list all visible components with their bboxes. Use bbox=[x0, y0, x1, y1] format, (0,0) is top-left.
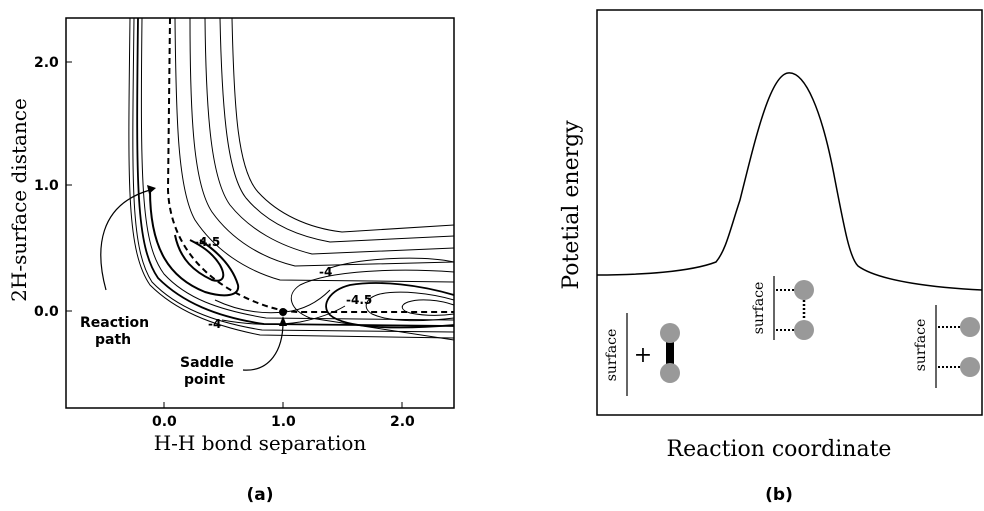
reaction-path-label-1: Reaction bbox=[80, 315, 149, 331]
plus-sign: + bbox=[634, 343, 652, 368]
contour-label-2: -4 bbox=[319, 265, 332, 279]
surface-label-middle: surface bbox=[751, 282, 767, 335]
inset-reactants: surface + bbox=[604, 313, 680, 396]
panel-b-caption: (b) bbox=[765, 485, 793, 505]
x-tick-label-0: 0.0 bbox=[152, 414, 177, 430]
prod-atom-top bbox=[960, 317, 980, 337]
panel-a-caption: (a) bbox=[246, 485, 273, 505]
surface-label-left: surface bbox=[604, 329, 620, 382]
contour-label-1: -4.5 bbox=[194, 235, 220, 249]
x-tick-label-1: 1.0 bbox=[271, 414, 296, 430]
surface-label-right: surface bbox=[913, 319, 929, 372]
panel-b-ylabel: Potetial energy bbox=[559, 120, 584, 290]
h-atom-top bbox=[660, 323, 680, 343]
saddle-point-arrowhead bbox=[279, 316, 287, 326]
reaction-path-arrowhead bbox=[147, 185, 156, 194]
h-atom-bottom bbox=[660, 363, 680, 383]
inset-transition-state: surface bbox=[751, 276, 814, 340]
panel-a-ylabel: 2H-surface distance bbox=[7, 98, 31, 302]
energy-curve bbox=[596, 72, 983, 291]
ts-atom-bottom bbox=[794, 320, 814, 340]
ts-atom-top bbox=[794, 280, 814, 300]
reaction-path-label-2: path bbox=[95, 332, 131, 348]
y-tick-label-0: 0.0 bbox=[34, 304, 59, 320]
saddle-point-arrow bbox=[242, 321, 284, 371]
saddle-point-label-1: Saddle bbox=[180, 355, 234, 371]
x-tick-label-2: 2.0 bbox=[390, 414, 415, 430]
saddle-point-label-2: point bbox=[184, 372, 225, 388]
panel-a-xlabel: H-H bond separation bbox=[154, 431, 367, 455]
contour-label-4: -4.5 bbox=[346, 293, 372, 307]
inset-products: surface bbox=[913, 305, 980, 388]
panel-b-xlabel: Reaction coordinate bbox=[667, 437, 892, 462]
contour-label-3: -4 bbox=[208, 317, 221, 331]
y-tick-label-2: 2.0 bbox=[34, 55, 59, 71]
saddle-point-marker bbox=[279, 308, 287, 316]
h2-bond bbox=[666, 340, 674, 370]
reaction-path-arrow bbox=[100, 189, 151, 291]
panel-b: surface + surface surface Reaction co bbox=[559, 9, 983, 505]
y-tick-label-1: 1.0 bbox=[34, 178, 59, 194]
contour-lines bbox=[128, 17, 455, 341]
panel-a-frame bbox=[65, 17, 455, 409]
reaction-path-line bbox=[166, 17, 454, 313]
panel-b-frame bbox=[596, 9, 983, 416]
panel-a: -4.5 -4 -4 -4.5 Reaction path Saddle poi… bbox=[7, 17, 455, 505]
prod-atom-bottom bbox=[960, 357, 980, 377]
